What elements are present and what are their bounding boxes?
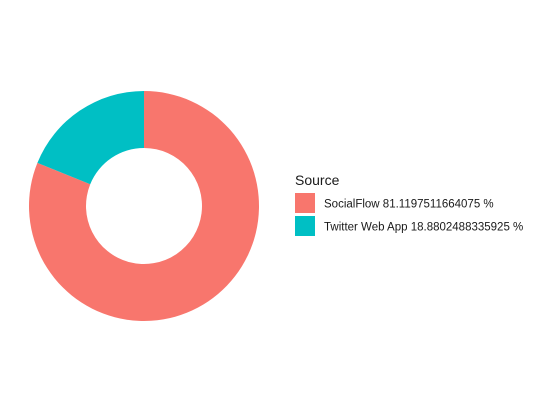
donut-slice-1	[37, 91, 144, 185]
legend-label-1: Twitter Web App 18.8802488335925 %	[324, 222, 523, 234]
legend-label-0: SocialFlow 81.1197511664075 %	[324, 199, 494, 211]
legend-key-1	[295, 216, 315, 236]
donut-slices	[28, 91, 260, 322]
legend-title: Source	[295, 172, 340, 188]
legend: Source SocialFlow 81.1197511664075 % Twit…	[295, 172, 523, 236]
donut-slice-0	[28, 91, 260, 322]
legend-key-0	[295, 193, 315, 213]
